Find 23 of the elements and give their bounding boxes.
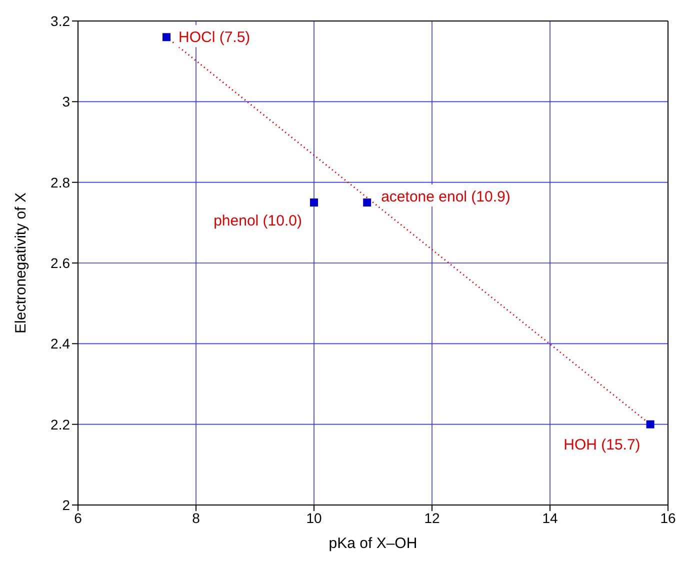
x-tick-label: 8: [192, 510, 200, 526]
point: [646, 420, 654, 428]
y-tick-label: 2.2: [50, 416, 70, 432]
point: [310, 198, 318, 206]
x-axis-title: pKa of X–OH: [328, 535, 418, 552]
x-tick-label: 16: [660, 510, 676, 526]
y-tick-label: 3: [62, 94, 70, 110]
annotation: acetone enol (10.9): [381, 188, 510, 206]
point: [162, 33, 170, 42]
y-tick-label: 3.2: [50, 12, 70, 29]
y-tick-label: 2: [62, 496, 70, 513]
annotation: HOCl (7.5): [178, 29, 250, 46]
x-tick-label: 6: [74, 510, 82, 526]
annotation: HOH (15.7): [564, 436, 640, 454]
x-tick-label: 14: [542, 510, 558, 526]
point: [363, 198, 372, 206]
annotation: phenol (10.0): [214, 212, 302, 230]
y-axis-title: Electronegativity of X: [12, 192, 30, 334]
y-tick-label: 2.4: [50, 336, 70, 352]
x-tick-label: 10: [306, 510, 322, 526]
y-tick-label: 2.6: [50, 254, 70, 271]
x-tick-label: 12: [424, 510, 440, 526]
y-tick-label: 2.8: [50, 174, 70, 190]
